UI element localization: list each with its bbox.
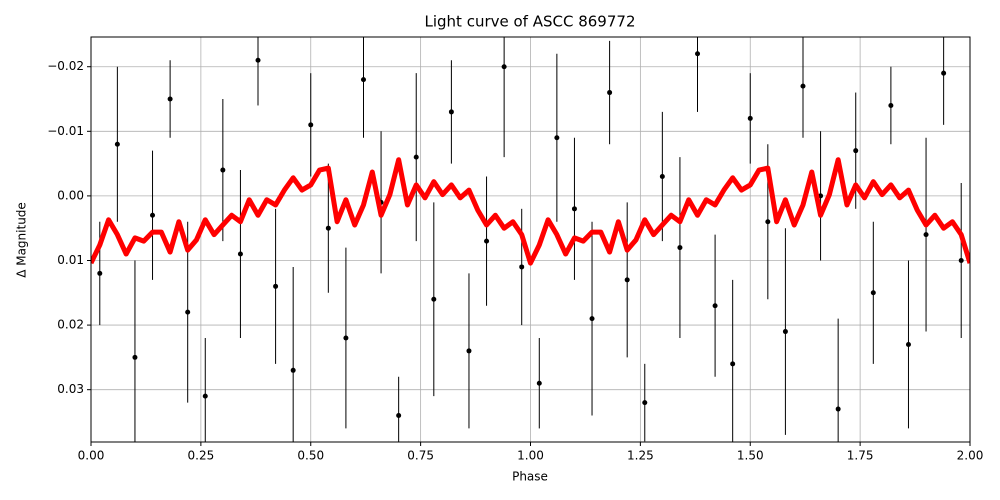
x-tick-label: 1.75 [847, 449, 874, 463]
data-point [466, 348, 472, 354]
x-tick-label: 0.50 [297, 449, 324, 463]
y-axis-label: Δ Magnitude [15, 202, 29, 278]
x-axis-label: Phase [512, 470, 548, 484]
data-point [765, 219, 771, 225]
data-point [220, 167, 226, 173]
data-point [923, 232, 929, 238]
data-point [308, 122, 314, 128]
y-tick-label: 0.01 [57, 253, 84, 267]
data-point [642, 400, 648, 406]
data-point [730, 361, 736, 367]
data-point [870, 290, 876, 296]
data-point [853, 148, 859, 154]
data-point [659, 174, 665, 180]
data-point [360, 77, 366, 83]
data-point [747, 115, 753, 121]
data-point [800, 83, 806, 89]
plot-frame [90, 36, 971, 443]
data-point [519, 264, 525, 270]
data-point [589, 316, 595, 322]
data-point [97, 270, 103, 276]
x-tick-label: 1.00 [517, 449, 544, 463]
y-tick-label: 0.03 [57, 382, 84, 396]
model-line [91, 157, 970, 266]
data-point [202, 393, 208, 399]
x-tick-label: 0.25 [188, 449, 215, 463]
data-point [571, 206, 577, 212]
x-tick-label: 1.25 [627, 449, 654, 463]
data-point [413, 154, 419, 160]
x-tick-label: 1.50 [737, 449, 764, 463]
data-point [167, 96, 173, 102]
data-point [905, 341, 911, 347]
data-point [273, 283, 279, 289]
data-point [343, 335, 349, 341]
data-point [941, 70, 947, 76]
data-point [132, 354, 138, 360]
data-point [325, 225, 331, 231]
x-tick-label: 0.75 [407, 449, 434, 463]
data-point [536, 380, 542, 386]
data-point [695, 51, 701, 57]
data-point [290, 367, 296, 373]
data-point [501, 64, 507, 70]
data-point [607, 90, 613, 96]
y-tick-label: 0.00 [57, 188, 84, 202]
data-point [255, 57, 261, 63]
data-point [888, 102, 894, 108]
data-point [396, 413, 402, 419]
data-point [448, 109, 454, 115]
data-point [958, 257, 964, 263]
data-point [835, 406, 841, 412]
data-point [554, 135, 560, 141]
data-point [782, 329, 788, 335]
data-point [150, 212, 156, 218]
data-point [624, 277, 630, 283]
data-point [484, 238, 490, 244]
y-tick-label: −0.01 [47, 124, 84, 138]
data-point [237, 251, 243, 257]
data-point [677, 245, 683, 251]
data-point [114, 141, 120, 147]
y-tick-label: −0.02 [47, 59, 84, 73]
data-point [185, 309, 191, 315]
data-point [431, 296, 437, 302]
x-tick-label: 2.00 [957, 449, 984, 463]
x-tick-label: 0.00 [78, 449, 105, 463]
chart-title: Light curve of ASCC 869772 [425, 13, 636, 31]
y-tick-label: 0.02 [57, 318, 84, 332]
data-point [712, 303, 718, 309]
